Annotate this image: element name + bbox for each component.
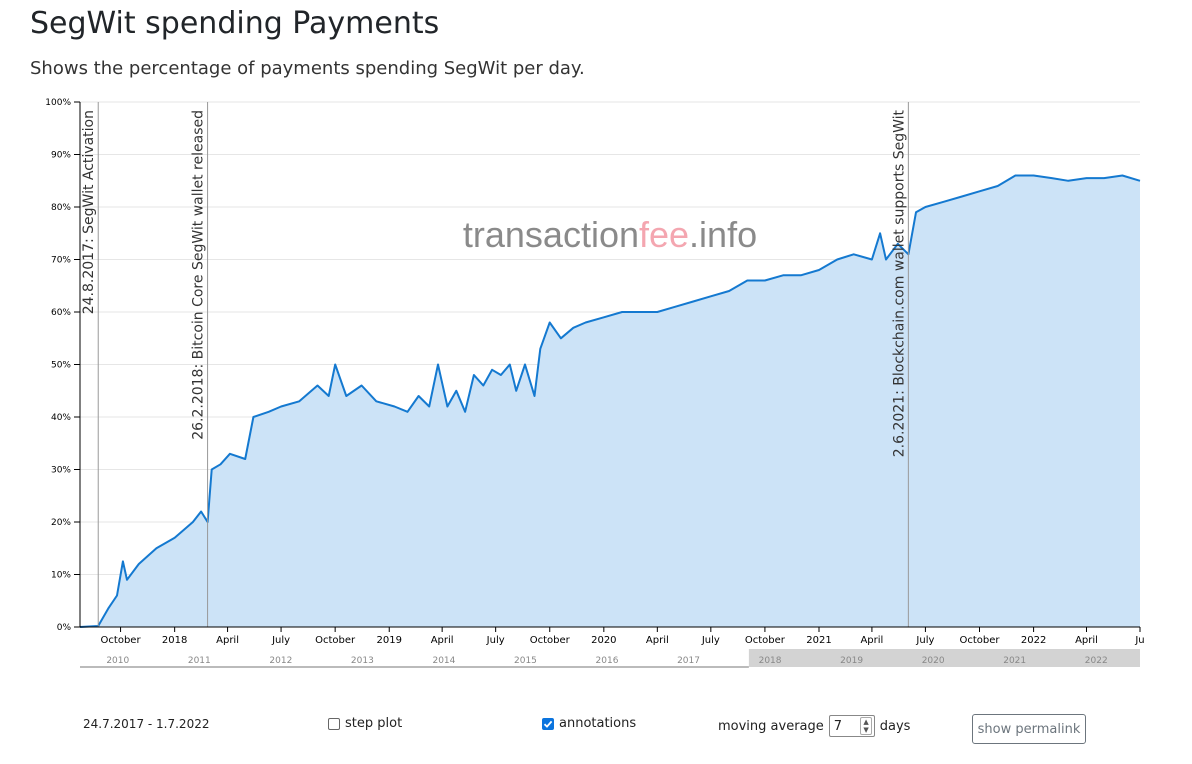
days-label: days [879, 718, 911, 734]
x-tick-label: July [271, 635, 290, 646]
watermark-part1: transaction [463, 214, 639, 255]
navigator-year-label: 2014 [432, 656, 455, 666]
y-tick-label: 100% [45, 98, 71, 108]
watermark-part2: fee [639, 214, 689, 255]
navigator-year-label: 2021 [1003, 656, 1026, 666]
x-tick-label: October [315, 635, 356, 646]
navigator-year-label: 2020 [922, 656, 945, 666]
navigator-selection [748, 649, 1140, 667]
range-navigator[interactable]: 2010 2011 2012 2013 2014 2015 2016 2017 2018 2019… [80, 649, 1140, 668]
navigator-year-label: 2016 [596, 656, 619, 666]
navigator-year-label: 2018 [759, 656, 782, 666]
watermark-part3: .info [689, 214, 757, 255]
x-tick-label: April [431, 635, 454, 646]
x-tick-label: October [745, 635, 786, 646]
y-tick-label: 20% [51, 518, 71, 528]
page-title: SegWit spending Payments [30, 6, 440, 41]
x-tick-label: April [860, 635, 883, 646]
plot-area [79, 174, 1141, 628]
x-tick-label: 2022 [1021, 635, 1046, 646]
navigator-year-label: 2011 [188, 656, 211, 666]
x-tick-label: April [216, 635, 239, 646]
annotations-label: annotations [559, 716, 637, 731]
x-tick-label: October [530, 635, 571, 646]
x-tick-label: July [486, 635, 505, 646]
x-tick-label: July [915, 635, 934, 646]
navigator-year-label: 2019 [840, 656, 863, 666]
checkmark-icon [543, 720, 553, 728]
y-tick-label: 90% [51, 151, 71, 161]
navigator-year-label: 2010 [106, 656, 129, 666]
annotations-checkbox[interactable] [542, 717, 554, 730]
moving-average-label: moving average [718, 718, 824, 734]
y-tick-label: 60% [51, 308, 71, 318]
x-tick-label: April [646, 635, 669, 646]
y-tick-label: 50% [51, 361, 71, 371]
navigator-year-label: 2017 [677, 656, 700, 666]
x-tick-label: April [1075, 635, 1098, 646]
navigator-year-label: 2013 [351, 656, 374, 666]
watermark: transactionfee.info [463, 214, 757, 255]
y-axis: 0% 10% 20% 30% 40% 50% 60% 70% 80% 90% 100% [45, 98, 81, 633]
navigator-year-label: 2015 [514, 656, 537, 666]
x-tick-label: 2019 [377, 635, 402, 646]
annotations-layer: 24.8.2017: SegWit Activation 26.2.2018: B… [81, 102, 909, 627]
y-tick-label: 70% [51, 256, 71, 266]
y-tick-label: 40% [51, 413, 71, 423]
step-plot-checkbox[interactable] [328, 717, 340, 730]
y-tick-label: 80% [51, 203, 71, 213]
area-fill [80, 175, 1140, 627]
navigator-year-label: 2012 [269, 656, 292, 666]
navigator-year-label: 2022 [1085, 656, 1108, 666]
date-range: 24.7.2017 - 1.7.2022 [83, 717, 210, 731]
x-tick-label: July [701, 635, 720, 646]
annotations-toggle[interactable]: annotations [542, 716, 636, 731]
step-plot-label: step plot [345, 716, 403, 731]
annotation-label: 2.6.2021: Blockchain.com wallet supports… [891, 109, 907, 457]
controls-bar: 24.7.2017 - 1.7.2022 step plot annotatio… [0, 700, 1192, 764]
x-tick-label: Ju [1134, 635, 1144, 646]
y-tick-label: 30% [51, 466, 71, 476]
y-tick-label: 10% [51, 571, 71, 581]
annotation-label: 26.2.2018: Bitcoin Core SegWit wallet re… [191, 110, 207, 440]
moving-average-input[interactable]: 7 ▲ ▼ [828, 715, 875, 737]
x-tick-label: 2018 [162, 635, 187, 646]
x-tick-label: October [101, 635, 142, 646]
page-subtitle: Shows the percentage of payments spendin… [30, 58, 585, 79]
moving-average-control: moving average 7 ▲ ▼ days [718, 715, 910, 737]
series-line [79, 174, 1141, 628]
moving-average-value: 7 [833, 718, 843, 734]
y-tick-label: 0% [57, 623, 72, 633]
x-tick-label: 2020 [591, 635, 616, 646]
x-tick-label: 2021 [806, 635, 831, 646]
show-permalink-button[interactable]: show permalink [972, 714, 1086, 744]
segwit-chart[interactable]: 24.8.2017: SegWit Activation 26.2.2018: B… [0, 0, 1192, 700]
x-tick-label: October [959, 635, 1000, 646]
step-plot-toggle[interactable]: step plot [328, 716, 402, 731]
annotation-label: 24.8.2017: SegWit Activation [81, 110, 97, 314]
x-axis: October 2018 April July October 2019 April July… [80, 626, 1145, 646]
spinner-icon[interactable]: ▲ ▼ [860, 717, 872, 735]
